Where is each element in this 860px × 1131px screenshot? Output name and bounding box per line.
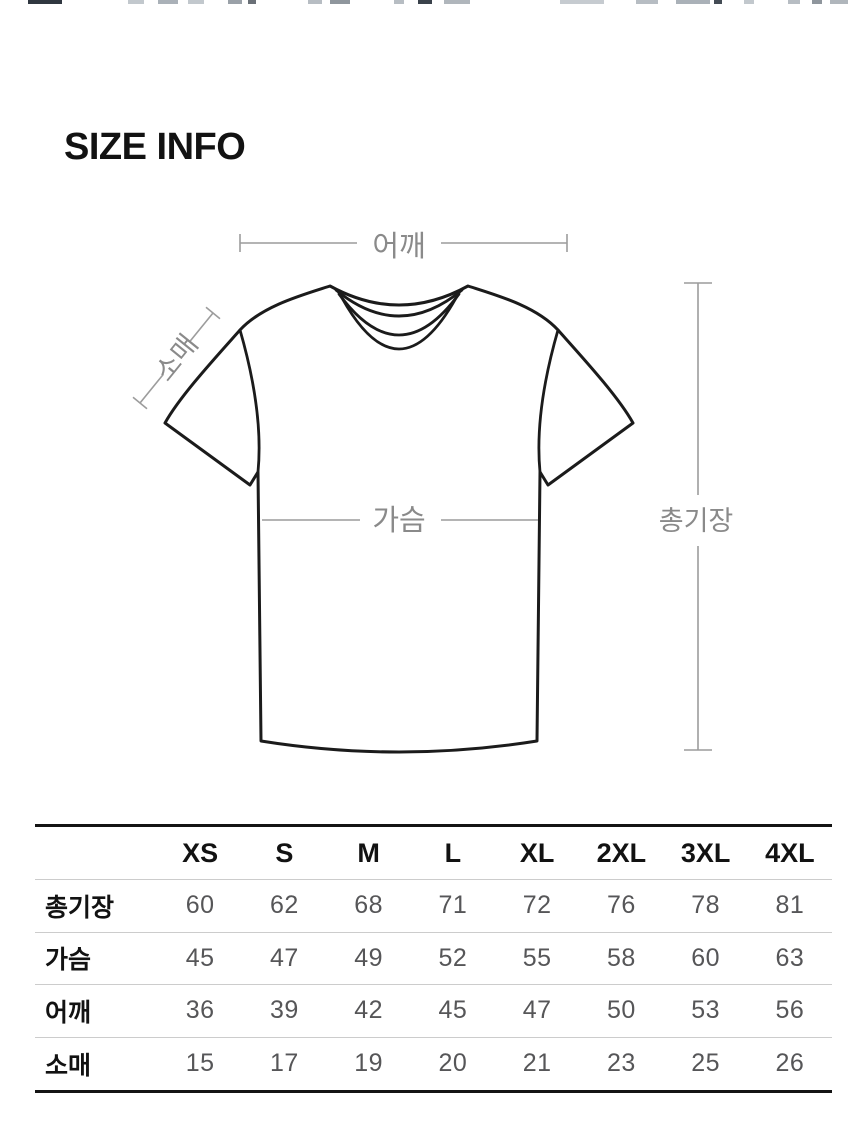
table-value: 63	[775, 943, 805, 972]
table-value: 60	[185, 891, 215, 920]
table-value: 62	[269, 891, 299, 920]
cropped-content-artifact	[0, 0, 860, 5]
table-row-shoulder: 어깨 36 39 42 45 47 50 53 56	[35, 985, 832, 1038]
column-header: L	[444, 837, 462, 868]
table-value: 55	[522, 943, 552, 972]
column-header: XS	[182, 837, 219, 868]
column-header: 2XL	[596, 837, 647, 868]
size-table-header-row: XS S M L XL 2XL 3XL 4XL	[35, 827, 832, 880]
table-value: 20	[438, 1049, 468, 1078]
table-value: 76	[606, 891, 636, 920]
shoulder-label: 어깨	[372, 230, 425, 263]
table-value: 53	[691, 996, 721, 1025]
table-value: 49	[354, 943, 384, 972]
table-row-length: 총기장 60 62 68 71 72 76 78 81	[35, 880, 832, 933]
table-value: 39	[269, 996, 299, 1025]
length-dimension: 총기장	[659, 282, 734, 751]
table-value: 50	[606, 996, 636, 1025]
table-value: 47	[522, 996, 552, 1025]
sleeve-label: 소매	[149, 329, 204, 386]
column-header: 3XL	[680, 837, 731, 868]
table-value: 81	[775, 891, 805, 920]
table-row-sleeve: 소매 15 17 19 20 21 23 25 26	[35, 1038, 832, 1091]
table-row-chest: 가슴 45 47 49 52 55 58 60 63	[35, 933, 832, 985]
table-value: 58	[606, 943, 636, 972]
row-label: 어깨	[45, 998, 92, 1027]
table-value: 78	[691, 891, 721, 920]
table-value: 17	[269, 1049, 299, 1078]
table-value: 15	[185, 1049, 215, 1078]
table-value: 36	[185, 996, 215, 1025]
table-value: 21	[522, 1049, 552, 1078]
tshirt-icon	[163, 284, 635, 754]
table-value: 71	[438, 891, 468, 920]
column-header: S	[275, 837, 294, 868]
table-value: 52	[438, 943, 468, 972]
table-value: 47	[269, 943, 299, 972]
table-value: 42	[354, 996, 384, 1025]
page-title: SIZE INFO	[64, 126, 246, 168]
table-value: 68	[354, 891, 384, 920]
row-label: 가슴	[45, 946, 92, 975]
table-value: 56	[775, 996, 805, 1025]
chest-label: 가슴	[372, 505, 425, 537]
size-table: XS S M L XL 2XL 3XL 4XL 총기장 60 62 68 71 …	[35, 824, 832, 1093]
shoulder-dimension: 어깨	[239, 230, 568, 263]
table-value: 25	[691, 1049, 721, 1078]
table-value: 19	[354, 1049, 384, 1078]
chest-dimension: 가슴	[262, 505, 538, 537]
column-header: M	[357, 837, 380, 868]
table-value: 26	[775, 1049, 805, 1078]
table-value: 45	[185, 943, 215, 972]
table-value: 23	[606, 1049, 636, 1078]
row-label: 소매	[45, 1051, 92, 1080]
table-value: 60	[691, 943, 721, 972]
table-value: 72	[522, 891, 552, 920]
table-value: 45	[438, 996, 468, 1025]
column-header: 4XL	[765, 837, 815, 868]
tshirt-measurement-diagram: 어깨 소매 가슴 총기장	[132, 230, 734, 754]
sleeve-dimension: 소매	[132, 306, 221, 410]
length-label: 총기장	[659, 506, 734, 536]
row-label: 총기장	[45, 893, 115, 922]
column-header: XL	[519, 837, 555, 868]
